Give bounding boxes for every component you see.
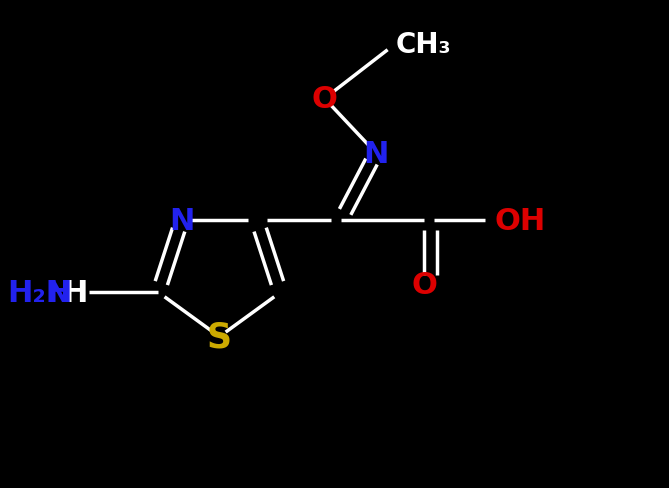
Text: S: S [207,320,232,354]
Text: H: H [62,278,88,307]
Text: O: O [312,85,338,114]
Text: N: N [363,139,389,168]
Text: N: N [169,206,195,235]
Text: H₂N: H₂N [7,278,72,307]
Text: CH₃: CH₃ [395,31,451,59]
Text: O: O [411,271,437,300]
Text: OH: OH [495,206,546,235]
Text: H: H [46,278,72,307]
